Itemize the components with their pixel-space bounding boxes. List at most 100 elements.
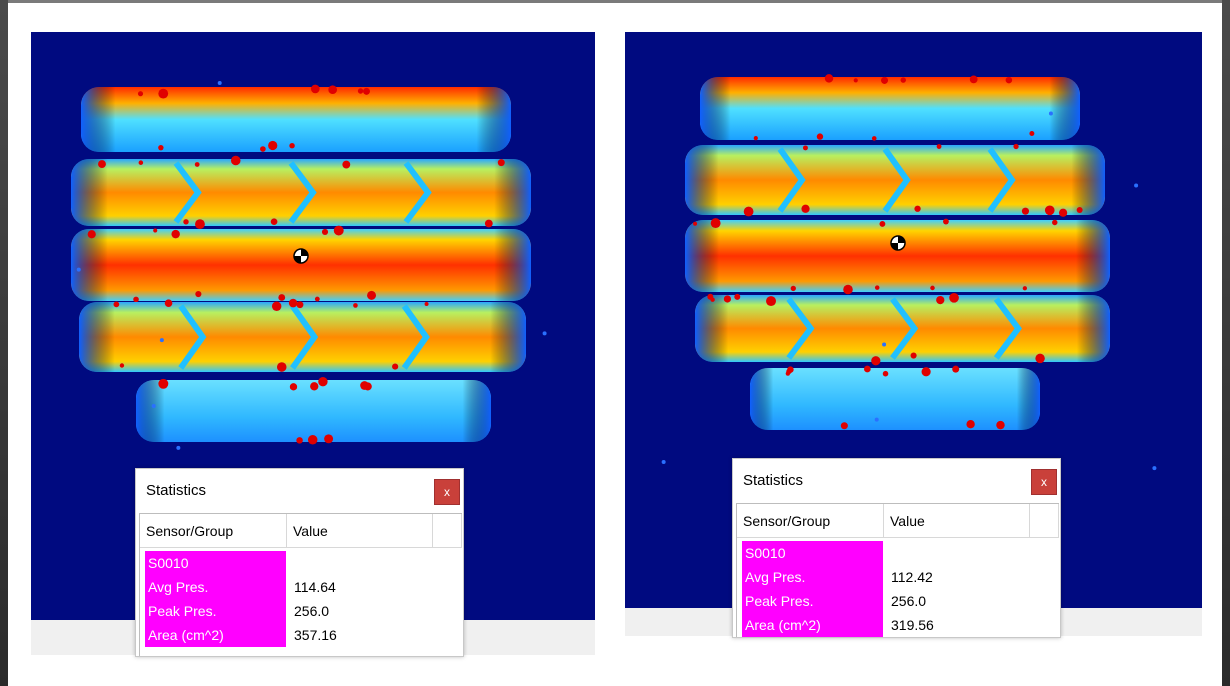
hot-spot <box>195 219 205 229</box>
hot-spot <box>328 85 337 94</box>
hot-spot <box>358 88 363 93</box>
hot-spot <box>854 78 858 82</box>
hot-spot <box>786 371 790 375</box>
close-button[interactable]: x <box>434 479 460 505</box>
stat-value: 114.64 <box>291 575 431 599</box>
hot-spot <box>195 291 201 297</box>
hot-spot <box>498 159 505 166</box>
hot-spot <box>315 297 320 302</box>
hot-spot <box>711 218 721 228</box>
stat-label: Avg Pres. <box>742 565 883 589</box>
band-edge <box>71 159 531 226</box>
hot-spot <box>165 299 173 307</box>
hot-spot <box>158 379 168 389</box>
hot-spot <box>310 382 318 390</box>
screenshot: StatisticsxSensor/GroupValueS0010Avg Pre… <box>0 0 1230 686</box>
group-name: S0010 <box>742 541 883 565</box>
hot-spot <box>289 299 298 308</box>
hot-spot <box>881 77 888 84</box>
hot-spot <box>970 75 978 83</box>
dialog-title: Statistics <box>146 482 206 499</box>
hot-spot <box>485 220 493 228</box>
hot-spot <box>138 91 143 96</box>
stat-label: Peak Pres. <box>742 589 883 613</box>
stat-value: 357.16 <box>291 623 431 647</box>
noise-dot <box>543 331 547 335</box>
hot-spot <box>744 207 754 217</box>
hot-spot <box>271 218 278 225</box>
hot-spot <box>290 383 297 390</box>
hot-spot <box>871 356 880 365</box>
hot-spot <box>879 221 885 227</box>
hot-spot <box>966 420 974 428</box>
hot-spot <box>367 291 376 300</box>
noise-dot <box>176 446 180 450</box>
group-name: S0010 <box>145 551 286 575</box>
right-edge <box>1222 0 1230 686</box>
hot-spot <box>766 296 776 306</box>
band-edge <box>79 302 526 372</box>
noise-dot <box>1049 111 1053 115</box>
stat-value: 256.0 <box>888 589 1028 613</box>
column-header: Value <box>287 514 433 548</box>
hot-spot <box>98 160 106 168</box>
hot-spot <box>883 371 889 377</box>
hot-spot <box>825 74 833 82</box>
hot-spot <box>1035 354 1044 363</box>
column-header: Sensor/Group <box>737 504 884 538</box>
hot-spot <box>754 136 758 140</box>
hot-spot <box>231 156 241 166</box>
noise-dot <box>1134 183 1138 187</box>
stat-value: 256.0 <box>291 599 431 623</box>
stat-value: 112.42 <box>888 565 1028 589</box>
hot-spot <box>272 302 281 311</box>
hot-spot <box>425 302 429 306</box>
hot-spot <box>875 285 880 290</box>
noise-dot <box>1152 466 1156 470</box>
hot-spot <box>353 303 358 308</box>
dialog-title: Statistics <box>743 472 803 489</box>
hot-spot <box>342 161 350 169</box>
stat-label: Area (cm^2) <box>742 613 883 637</box>
stat-value: 319.56 <box>888 613 1028 637</box>
hot-spot <box>801 205 809 213</box>
hot-spot <box>1059 209 1067 217</box>
hot-spot <box>1045 205 1055 215</box>
hot-spot <box>936 296 944 304</box>
hot-spot <box>158 145 163 150</box>
noise-dot <box>875 418 879 422</box>
left-edge <box>0 0 8 686</box>
hot-spot <box>296 437 302 443</box>
hot-spot <box>392 364 398 370</box>
noise-dot <box>160 338 164 342</box>
band-edge <box>700 77 1080 140</box>
header-filler <box>1030 504 1059 538</box>
noise-dot <box>882 343 886 347</box>
hot-spot <box>707 294 713 300</box>
hot-spot <box>311 85 320 94</box>
column-header: Value <box>884 504 1030 538</box>
band-edge <box>685 220 1110 292</box>
noise-dot <box>77 268 81 272</box>
hot-spot <box>937 144 942 149</box>
close-button[interactable]: x <box>1031 469 1057 495</box>
hot-spot <box>1023 286 1027 290</box>
hot-spot <box>791 286 796 291</box>
hot-spot <box>724 295 731 302</box>
hot-spot <box>334 226 344 236</box>
hot-spot <box>930 286 935 291</box>
hot-spot <box>296 301 303 308</box>
band-edge <box>81 87 511 152</box>
hot-spot <box>843 285 853 295</box>
hot-spot <box>158 89 168 99</box>
hot-spot <box>278 294 285 301</box>
stat-label: Peak Pres. <box>145 599 286 623</box>
hot-spot <box>996 421 1004 429</box>
hot-spot <box>308 435 317 444</box>
hot-spot <box>1029 131 1034 136</box>
band-edge <box>695 295 1110 362</box>
hot-spot <box>260 146 266 152</box>
noise-dot <box>152 404 156 408</box>
hot-spot <box>113 301 119 307</box>
